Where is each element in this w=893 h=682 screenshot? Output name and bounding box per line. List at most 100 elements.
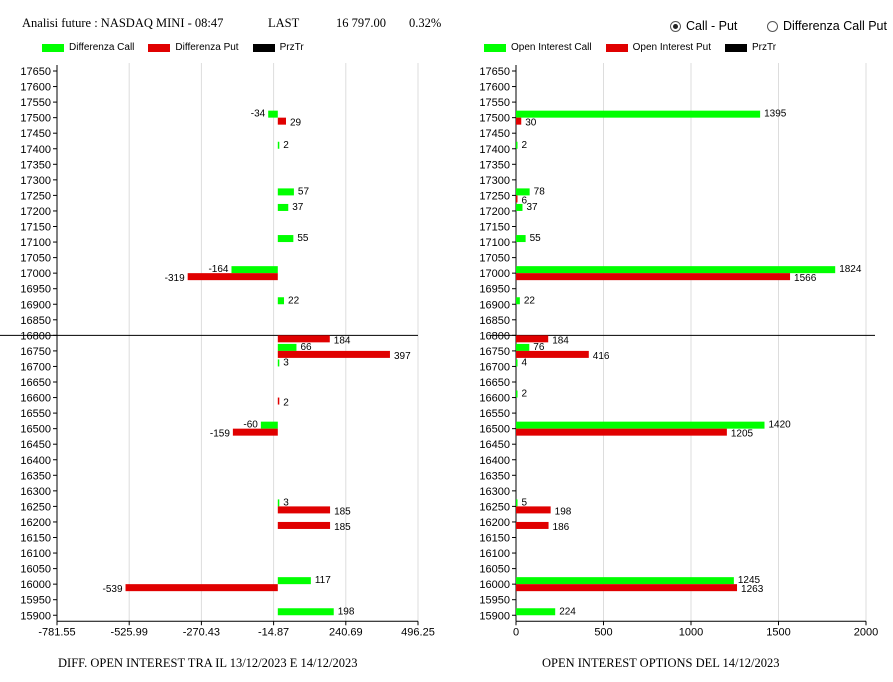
y-tick-label: 17100 xyxy=(479,237,510,249)
y-tick-label: 16050 xyxy=(479,564,510,576)
y-tick-label: 16600 xyxy=(479,393,510,405)
y-tick-label: 17600 xyxy=(479,82,510,94)
legend-item: Differenza Put xyxy=(148,42,239,53)
right-chart-caption: OPEN INTEREST OPTIONS DEL 14/12/2023 xyxy=(542,656,780,670)
call-bar xyxy=(516,390,518,398)
y-tick-label: 17050 xyxy=(20,253,51,265)
x-tick-label: -270.43 xyxy=(183,626,220,638)
call-value-label: 55 xyxy=(530,233,542,244)
x-tick-label: 1500 xyxy=(766,626,790,638)
legend-swatch-call xyxy=(42,43,64,52)
call-value-label: 2 xyxy=(522,140,528,151)
legend-item: Differenza Call xyxy=(42,42,134,53)
call-value-label: 37 xyxy=(526,202,538,213)
call-bar xyxy=(516,499,518,507)
y-tick-label: 16100 xyxy=(20,548,51,560)
radio-selected-icon xyxy=(670,20,681,32)
call-bar xyxy=(516,141,518,149)
legend-label: PrzTr xyxy=(279,42,304,53)
put-bar xyxy=(277,350,390,358)
call-bar xyxy=(516,188,530,196)
y-tick-label: 17300 xyxy=(479,175,510,187)
y-tick-label: 16200 xyxy=(479,517,510,529)
y-tick-label: 16400 xyxy=(479,455,510,467)
y-tick-label: 17400 xyxy=(479,144,510,156)
put-bar xyxy=(277,335,330,343)
call-bar xyxy=(516,421,765,429)
legend-swatch-price xyxy=(252,43,275,52)
y-tick-label: 16950 xyxy=(479,284,510,296)
call-bar xyxy=(277,297,285,305)
y-tick-label: 16300 xyxy=(20,486,51,498)
y-tick-label: 16900 xyxy=(479,299,510,311)
x-tick-label: 496.25 xyxy=(401,626,435,638)
y-tick-label: 17150 xyxy=(479,222,510,234)
put-value-label: 1205 xyxy=(731,429,754,440)
put-value-label: 397 xyxy=(394,351,411,362)
call-value-label: 117 xyxy=(315,575,331,586)
put-value-label: 1566 xyxy=(794,273,817,284)
put-value-label: 198 xyxy=(555,506,572,517)
call-bar xyxy=(277,188,294,196)
y-tick-label: 17500 xyxy=(479,113,510,125)
put-value-label: 185 xyxy=(334,522,351,533)
x-tick-label: 2000 xyxy=(854,626,878,638)
put-bar xyxy=(516,428,727,436)
put-bar xyxy=(516,506,551,514)
call-value-label: 3 xyxy=(283,497,289,508)
legend-right: Open Interest Call Open Interest Put Prz… xyxy=(484,42,790,53)
y-tick-label: 16350 xyxy=(479,470,510,482)
radio-call-put-label: Call - Put xyxy=(686,19,738,33)
y-tick-label: 17000 xyxy=(479,268,510,280)
instrument-title: Analisi future : NASDAQ MINI - 08:47 xyxy=(22,16,224,30)
y-tick-label: 16100 xyxy=(479,548,510,560)
call-bar xyxy=(516,577,734,585)
y-tick-label: 16800 xyxy=(20,330,51,342)
y-tick-label: 16500 xyxy=(479,424,510,436)
y-tick-label: 16700 xyxy=(479,361,510,373)
call-value-label: 4 xyxy=(522,357,528,368)
put-bar xyxy=(187,273,278,281)
y-tick-label: 16850 xyxy=(20,315,51,327)
call-value-label: 1824 xyxy=(839,264,862,275)
y-tick-label: 16000 xyxy=(20,579,51,591)
put-value-label: 29 xyxy=(290,118,302,129)
call-value-label: -34 xyxy=(251,109,266,120)
radio-diff-call-put[interactable]: Differenza Call Put xyxy=(767,19,887,33)
call-bar xyxy=(277,203,289,211)
legend-label: PrzTr xyxy=(752,42,777,53)
call-bar xyxy=(516,343,530,351)
call-bar xyxy=(516,297,520,305)
call-bar xyxy=(277,608,334,616)
y-tick-label: 16800 xyxy=(479,330,510,342)
call-bar xyxy=(260,421,278,429)
y-tick-label: 17200 xyxy=(479,206,510,218)
radio-diff-call-put-label: Differenza Call Put xyxy=(783,19,887,33)
legend-swatch-put xyxy=(605,43,628,52)
call-bar xyxy=(277,499,280,507)
call-value-label: 224 xyxy=(559,606,576,617)
y-tick-label: 17450 xyxy=(20,128,51,140)
call-value-label: 57 xyxy=(298,186,310,197)
legend-left: Differenza Call Differenza Put PrzTr xyxy=(42,42,318,53)
y-tick-label: 16850 xyxy=(479,315,510,327)
y-tick-label: 16650 xyxy=(20,377,51,389)
y-tick-label: 17400 xyxy=(20,144,51,156)
y-tick-label: 17650 xyxy=(20,66,51,78)
y-tick-label: 16250 xyxy=(479,501,510,513)
legend-item: Open Interest Call xyxy=(484,42,592,53)
call-bar xyxy=(516,203,523,211)
y-tick-label: 17200 xyxy=(20,206,51,218)
call-value-label: 198 xyxy=(338,606,355,617)
y-tick-label: 16250 xyxy=(20,501,51,513)
y-tick-label: 17350 xyxy=(20,159,51,171)
legend-label: Open Interest Call xyxy=(511,42,592,53)
call-value-label: 55 xyxy=(297,233,309,244)
y-tick-label: 16700 xyxy=(20,361,51,373)
radio-call-put[interactable]: Call - Put xyxy=(670,19,737,33)
y-tick-label: 17550 xyxy=(20,97,51,109)
call-bar xyxy=(277,359,280,367)
x-tick-label: 1000 xyxy=(679,626,703,638)
put-value-label: 1263 xyxy=(741,584,764,595)
put-bar xyxy=(516,584,738,592)
